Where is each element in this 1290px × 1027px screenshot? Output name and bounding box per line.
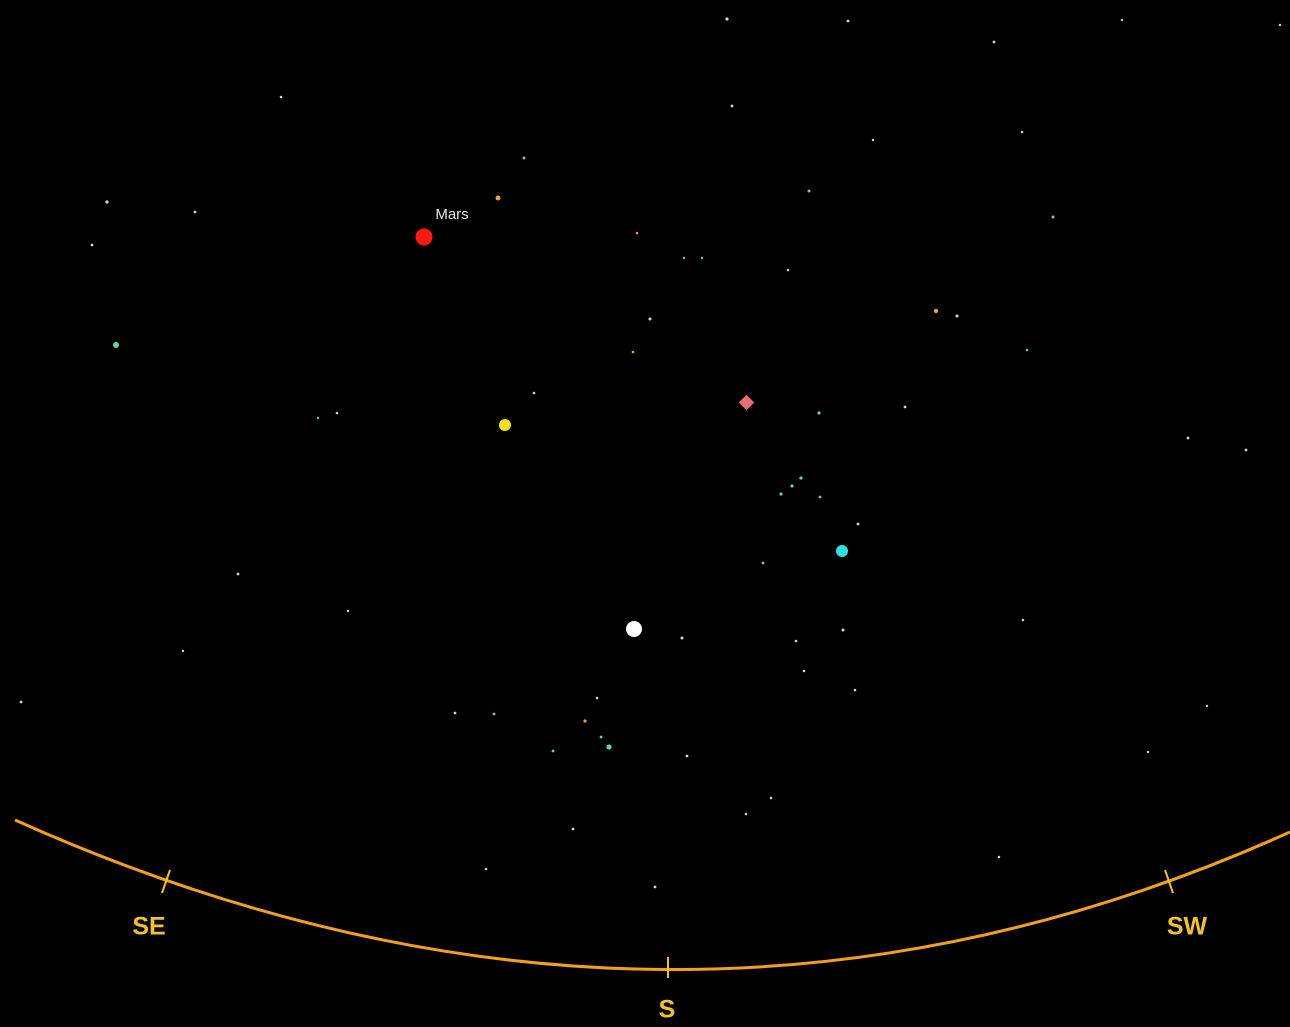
star xyxy=(992,40,996,44)
planet-mars xyxy=(415,228,433,246)
direction-tick xyxy=(1164,869,1174,894)
star xyxy=(903,405,907,409)
star xyxy=(532,391,536,395)
star xyxy=(1146,750,1150,754)
star xyxy=(744,812,748,816)
star xyxy=(279,95,283,99)
horizon: SE S SW xyxy=(14,818,1290,1024)
star xyxy=(786,268,790,272)
star xyxy=(90,243,94,247)
star xyxy=(653,885,657,889)
star xyxy=(1278,23,1282,27)
star xyxy=(551,749,555,753)
star xyxy=(794,639,798,643)
star xyxy=(685,754,689,758)
star xyxy=(1021,618,1025,622)
star xyxy=(730,104,734,108)
star xyxy=(1120,18,1124,22)
star-field xyxy=(19,17,1282,889)
star xyxy=(1186,436,1190,440)
star xyxy=(682,256,686,260)
star xyxy=(236,572,240,576)
star xyxy=(761,561,765,565)
star xyxy=(853,688,857,692)
planet-label: Mars xyxy=(435,206,468,223)
star xyxy=(571,827,575,831)
star xyxy=(779,492,783,496)
star xyxy=(631,350,635,354)
star xyxy=(484,867,488,871)
star xyxy=(648,317,652,321)
star xyxy=(790,484,794,488)
star xyxy=(19,700,23,704)
star xyxy=(599,735,603,739)
star xyxy=(335,411,339,415)
star xyxy=(522,156,526,160)
star xyxy=(453,711,457,715)
star xyxy=(1205,704,1209,708)
star xyxy=(700,256,704,260)
star xyxy=(635,231,639,235)
star xyxy=(316,416,320,420)
bright-star xyxy=(626,621,642,637)
star xyxy=(871,138,875,142)
star xyxy=(997,855,1001,859)
star xyxy=(113,342,119,348)
star xyxy=(1020,130,1024,134)
star xyxy=(955,314,959,318)
planet xyxy=(499,419,511,431)
bright-star xyxy=(836,545,848,557)
star xyxy=(799,476,803,480)
star xyxy=(933,308,939,314)
star xyxy=(818,495,822,499)
direction-label: SW xyxy=(1167,913,1208,941)
star xyxy=(346,609,350,613)
star xyxy=(105,200,109,204)
star xyxy=(583,719,587,723)
star xyxy=(802,669,806,673)
star xyxy=(1051,215,1055,219)
star xyxy=(495,195,501,201)
horizon-line xyxy=(14,818,1290,972)
star xyxy=(725,17,729,21)
star xyxy=(769,796,773,800)
star xyxy=(193,210,197,214)
star xyxy=(807,189,811,193)
star xyxy=(595,696,599,700)
star xyxy=(606,744,612,750)
direction-label: SE xyxy=(132,913,165,941)
star xyxy=(841,628,845,632)
star xyxy=(1244,448,1248,452)
star xyxy=(492,712,496,716)
star xyxy=(1025,348,1029,352)
direction-label: S xyxy=(659,996,676,1024)
star xyxy=(817,411,821,415)
star xyxy=(680,636,684,640)
direction-tick xyxy=(161,869,171,894)
star xyxy=(856,522,860,526)
star xyxy=(181,649,185,653)
star xyxy=(846,19,850,23)
